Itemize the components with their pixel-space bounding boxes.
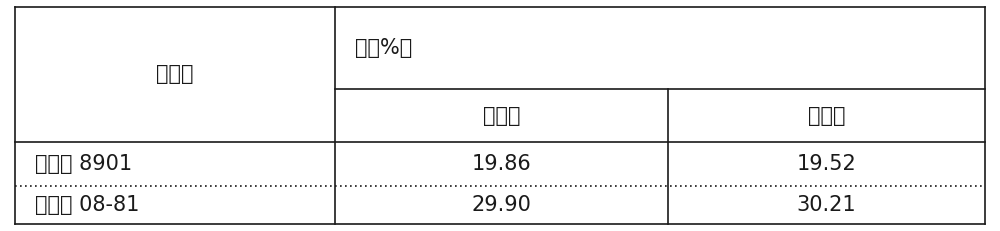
Text: 19.86: 19.86 <box>472 154 531 174</box>
Text: 19.52: 19.52 <box>797 154 856 174</box>
Text: 标准値: 标准値 <box>483 106 520 125</box>
Text: 测定値: 测定値 <box>808 106 845 125</box>
Text: 标样号: 标样号 <box>156 64 194 85</box>
Text: 硅（%）: 硅（%） <box>355 38 412 58</box>
Text: 硅铝铁 08-81: 硅铝铁 08-81 <box>35 195 139 215</box>
Text: 硅铝铁 8901: 硅铝铁 8901 <box>35 154 132 174</box>
Text: 30.21: 30.21 <box>797 195 856 215</box>
Text: 29.90: 29.90 <box>472 195 531 215</box>
